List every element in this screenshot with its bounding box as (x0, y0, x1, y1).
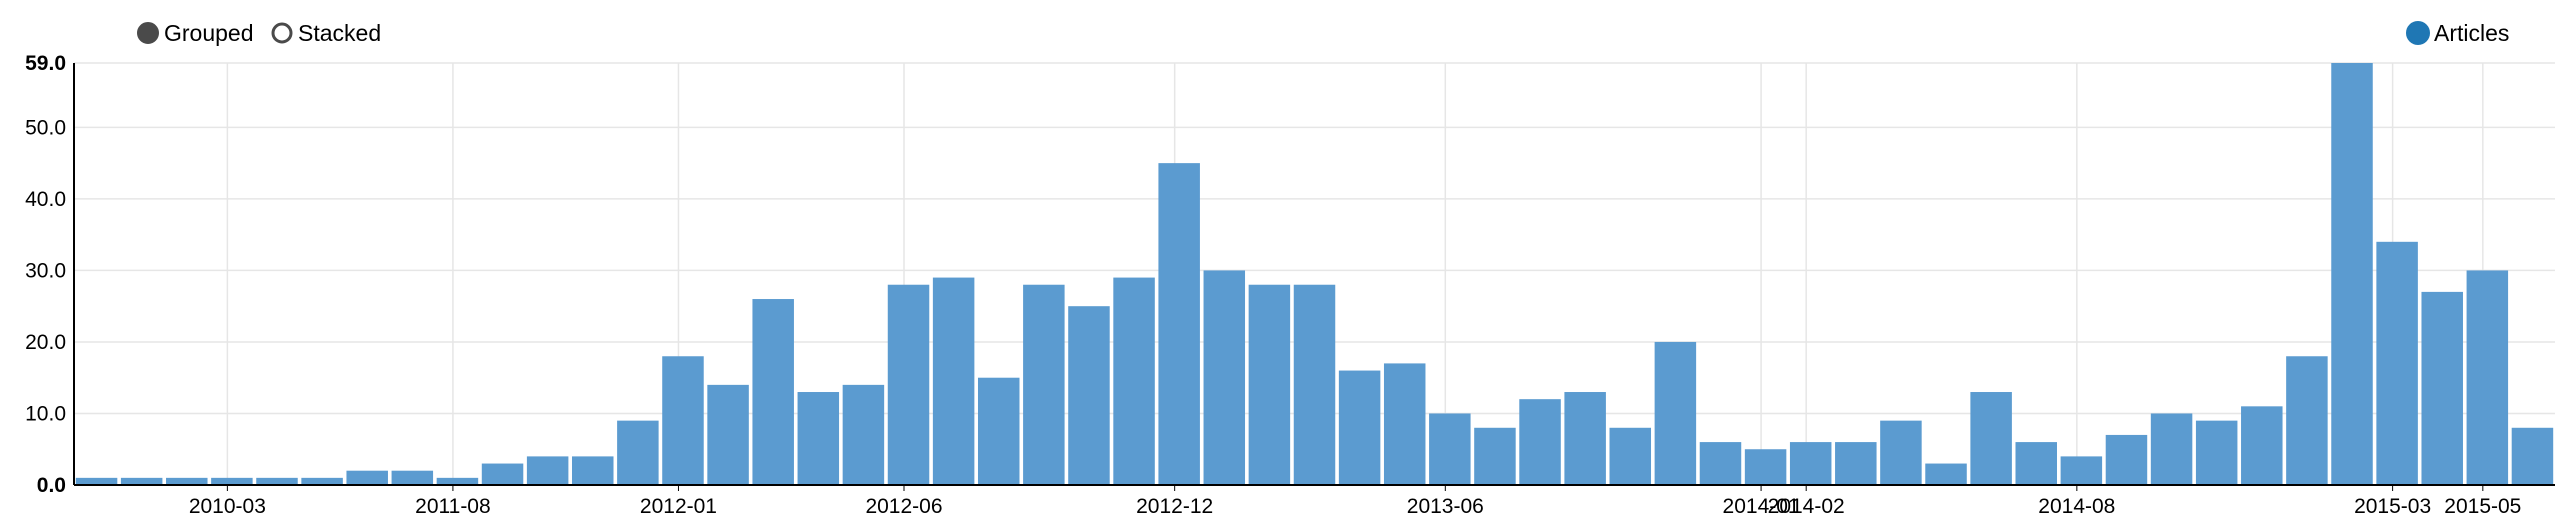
legend-label-articles[interactable]: Articles (2434, 20, 2509, 46)
bar-articles[interactable] (1789, 442, 1832, 485)
x-tick-label: 2012-06 (865, 495, 942, 518)
bar-articles[interactable] (2241, 406, 2283, 485)
y-axis-ticks: 0.0 10.0 20.0 30.0 40.0 50.0 59.0 (25, 52, 66, 497)
bar-articles[interactable] (2466, 270, 2509, 485)
stacked-option[interactable]: Stacked (271, 20, 381, 46)
bar-articles[interactable] (752, 299, 794, 485)
y-tick-label: 40.0 (25, 188, 66, 211)
grouped-stacked-controls: Grouped Stacked (137, 20, 381, 46)
bar-articles[interactable] (617, 420, 659, 485)
bar-articles[interactable] (481, 463, 524, 485)
x-tick-label: 2013-06 (1407, 495, 1484, 518)
x-tick-label: 2015-03 (2354, 495, 2431, 518)
bar-articles[interactable] (1338, 370, 1381, 485)
bar-articles[interactable] (932, 277, 975, 485)
bar-articles[interactable] (2421, 291, 2463, 485)
bar-articles[interactable] (887, 284, 930, 485)
x-axis-ticks: 2010-03 2011-08 2012-01 2012-06 2012-12 2013-… (189, 485, 2521, 518)
bar-articles[interactable] (2060, 456, 2103, 485)
bar-articles[interactable] (2015, 442, 2057, 485)
bar-articles[interactable] (1744, 449, 1787, 485)
x-tick-label: 2015-05 (2444, 495, 2521, 518)
stacked-label[interactable]: Stacked (298, 20, 381, 46)
x-tick-label: 2010-03 (189, 495, 266, 518)
bar-articles[interactable] (166, 477, 208, 485)
bar-articles[interactable] (526, 456, 569, 485)
bar-articles[interactable] (120, 477, 163, 485)
bar-articles[interactable] (797, 392, 840, 485)
y-tick-label: 50.0 (25, 116, 66, 139)
bar-articles[interactable] (1654, 341, 1697, 485)
legend-swatch-articles-icon[interactable] (2406, 21, 2430, 45)
bar-articles[interactable] (256, 477, 298, 485)
bar-articles[interactable] (1293, 284, 1336, 485)
bar-articles[interactable] (662, 356, 704, 485)
bar-articles[interactable] (1970, 392, 2012, 485)
grouped-option[interactable]: Grouped (137, 20, 254, 46)
y-tick-label: 59.0 (25, 52, 66, 75)
bar-articles[interactable] (2105, 434, 2148, 485)
bar-articles[interactable] (346, 470, 388, 485)
bar-articles[interactable] (2376, 241, 2418, 485)
bar-articles[interactable] (1699, 442, 1742, 485)
x-tick-label: 2014-08 (2038, 495, 2115, 518)
bar-articles[interactable] (75, 477, 118, 485)
y-tick-label: 20.0 (25, 331, 66, 354)
bar-articles[interactable] (1383, 363, 1426, 485)
bar-articles[interactable] (301, 477, 343, 485)
bar-articles[interactable] (1609, 427, 1652, 485)
y-tick-label: 30.0 (25, 259, 66, 282)
bar-articles[interactable] (1248, 284, 1291, 485)
x-tick-label: 2012-12 (1136, 495, 1213, 518)
bar-articles[interactable] (1925, 463, 1967, 485)
bar-articles[interactable] (1564, 392, 1606, 485)
legend: Articles (2406, 20, 2509, 46)
bar-articles[interactable] (1429, 413, 1471, 485)
bar-articles[interactable] (977, 377, 1020, 485)
x-tick-label: 2014-01 (1723, 495, 1800, 518)
bars (75, 63, 2554, 485)
axes (73, 63, 2555, 486)
bar-articles[interactable] (1158, 163, 1200, 485)
bar-articles[interactable] (572, 456, 614, 485)
y-tick-label: 10.0 (25, 402, 66, 425)
bar-articles[interactable] (2331, 63, 2373, 485)
bar-articles[interactable] (707, 384, 749, 485)
x-tick-label: 2012-01 (640, 495, 717, 518)
bar-articles[interactable] (1474, 427, 1516, 485)
bar-articles[interactable] (1068, 306, 1110, 485)
bar-articles[interactable] (436, 477, 479, 485)
bar-articles[interactable] (2511, 427, 2554, 485)
bar-articles[interactable] (1880, 420, 1922, 485)
bar-articles[interactable] (2150, 413, 2193, 485)
bar-articles[interactable] (1203, 270, 1246, 485)
bar-articles[interactable] (1519, 399, 1561, 485)
grouped-radio-icon[interactable] (137, 22, 159, 44)
legend-item-articles[interactable]: Articles (2406, 20, 2509, 46)
x-tick-label: 2011-08 (415, 495, 491, 518)
bar-articles[interactable] (1023, 284, 1065, 485)
stacked-radio-icon[interactable] (271, 22, 293, 44)
bar-articles[interactable] (2195, 420, 2238, 485)
bar-articles[interactable] (2286, 356, 2328, 485)
bar-articles[interactable] (1113, 277, 1155, 485)
grouped-label[interactable]: Grouped (164, 20, 254, 46)
bar-articles[interactable] (391, 470, 434, 485)
y-tick-label: 0.0 (37, 474, 66, 497)
bar-articles[interactable] (842, 384, 885, 485)
bar-articles[interactable] (1835, 442, 1877, 485)
bar-articles[interactable] (211, 477, 253, 485)
x-tick-label: 2014-02 (1768, 495, 1845, 518)
